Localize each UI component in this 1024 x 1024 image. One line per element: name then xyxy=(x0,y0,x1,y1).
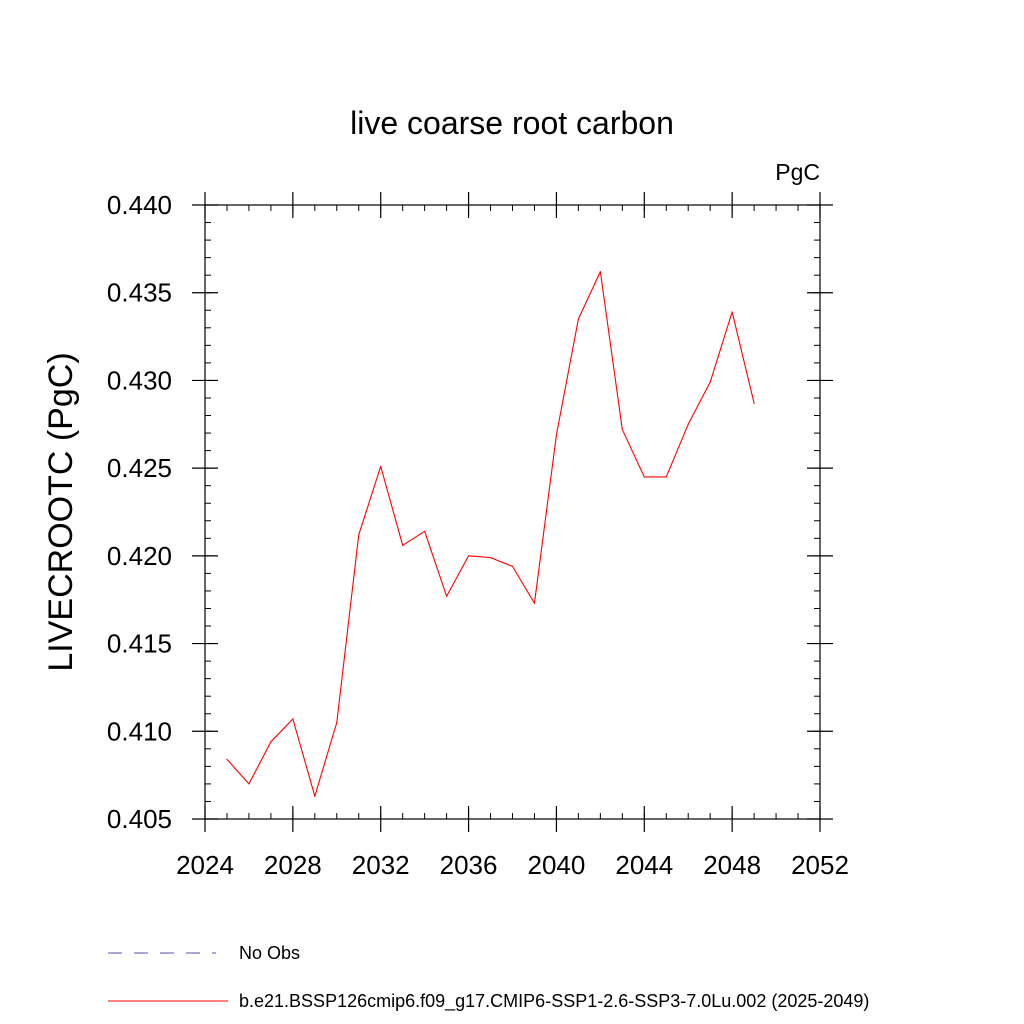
legend-label: b.e21.BSSP126cmip6.f09_g17.CMIP6-SSP1-2.… xyxy=(239,991,869,1012)
x-tick-label: 2052 xyxy=(791,850,849,880)
data-point xyxy=(314,795,316,797)
data-point xyxy=(577,318,579,320)
data-point xyxy=(621,428,623,431)
data-point xyxy=(380,465,382,467)
plot-area: 2024 2028 2032 2036 2040 2044 2048 2052 0.405 0.4… xyxy=(107,190,849,880)
y-tick-label: 0.415 xyxy=(107,629,172,659)
x-tick-label: 2048 xyxy=(703,850,761,880)
data-point xyxy=(709,381,711,383)
series-line xyxy=(226,271,755,797)
x-tick-label: 2032 xyxy=(352,850,410,880)
units-label: PgC xyxy=(775,159,820,185)
x-tick-label: 2044 xyxy=(615,850,673,880)
y-axis-label: LIVECROOTC (PgC) xyxy=(42,352,80,671)
data-point xyxy=(555,434,558,436)
chart-title: live coarse root carbon xyxy=(350,105,674,141)
y-tick-label: 0.410 xyxy=(107,716,172,746)
data-point xyxy=(402,544,404,546)
data-point xyxy=(292,718,294,720)
data-point xyxy=(753,402,755,404)
legend-label: No Obs xyxy=(239,943,300,963)
x-tick-label: 2040 xyxy=(528,850,586,880)
y-tick-label: 0.430 xyxy=(107,365,172,395)
x-tick-label: 2024 xyxy=(176,850,234,880)
y-tick-label: 0.420 xyxy=(107,541,172,571)
legend: No Obs b.e21.BSSP126cmip6.f09_g17.CMIP6-S… xyxy=(108,943,869,1012)
y-tick-label: 0.440 xyxy=(107,190,172,220)
x-tick-label: 2028 xyxy=(264,850,322,880)
data-point xyxy=(599,271,601,273)
data-point xyxy=(643,476,645,478)
data-point xyxy=(467,555,470,557)
x-tick-label: 2036 xyxy=(440,850,498,880)
y-tick-label: 0.435 xyxy=(107,278,172,308)
y-major-ticks xyxy=(192,204,833,820)
data-point xyxy=(511,565,514,567)
data-point xyxy=(731,311,733,313)
data-point xyxy=(446,595,448,597)
data-point xyxy=(533,602,536,604)
y-tick-label: 0.425 xyxy=(107,453,172,483)
data-point xyxy=(687,423,689,425)
data-point xyxy=(336,721,338,724)
data-point xyxy=(665,476,667,478)
data-point xyxy=(270,741,272,743)
x-minor-ticks xyxy=(204,205,821,819)
series-points xyxy=(226,271,755,797)
data-point xyxy=(358,534,360,536)
y-tick-label: 0.405 xyxy=(107,804,172,834)
data-point xyxy=(248,783,250,785)
y-minor-ticks xyxy=(205,204,820,820)
plot-frame xyxy=(204,204,821,820)
data-point xyxy=(489,557,492,559)
data-point xyxy=(424,530,426,532)
data-point xyxy=(226,758,228,760)
